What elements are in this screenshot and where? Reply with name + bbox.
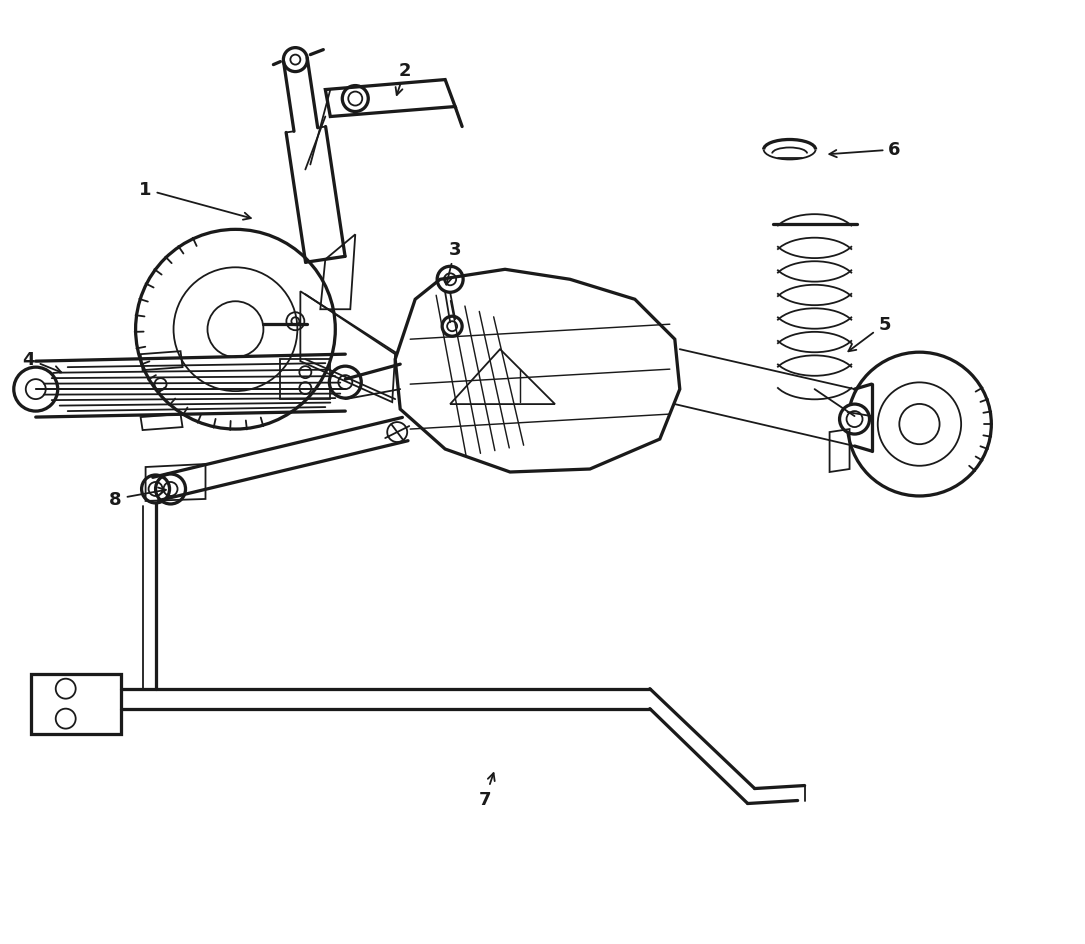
Text: 7: 7 (478, 773, 495, 808)
Text: 6: 6 (829, 142, 901, 160)
Text: 3: 3 (445, 241, 461, 285)
Text: 5: 5 (848, 316, 891, 352)
Text: 8: 8 (110, 488, 166, 509)
Text: 1: 1 (139, 181, 251, 221)
Circle shape (840, 405, 869, 434)
Text: 2: 2 (396, 61, 411, 96)
Text: 4: 4 (23, 351, 61, 374)
